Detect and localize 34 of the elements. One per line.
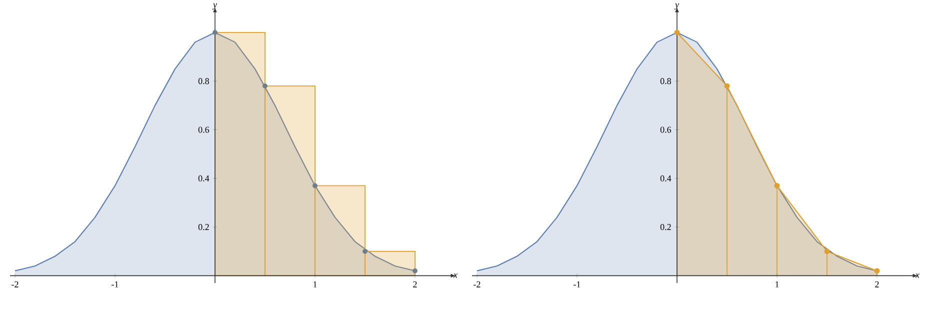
point xyxy=(724,83,730,89)
y-tick-label: 0.2 xyxy=(660,224,671,230)
bar xyxy=(364,250,416,276)
y-tick-label: 0.4 xyxy=(660,175,672,182)
point xyxy=(824,248,830,254)
x-axis-title: x xyxy=(453,274,458,278)
y-tick-label: 0.2 xyxy=(198,224,209,230)
y-tick-label: 0.8 xyxy=(198,78,209,84)
point xyxy=(312,183,318,188)
point xyxy=(774,182,780,188)
y-tick-label: 0.8 xyxy=(660,78,671,84)
x-tick-label: -1 xyxy=(574,281,580,288)
point xyxy=(412,268,418,274)
point xyxy=(674,30,680,36)
x-tick-label: 2 xyxy=(413,281,417,288)
point xyxy=(362,248,368,254)
y-tick-label: 0.4 xyxy=(198,175,210,182)
bar xyxy=(314,185,366,276)
y-axis-title: y xyxy=(674,3,680,10)
x-tick-label: 1 xyxy=(776,281,779,288)
bar xyxy=(264,86,316,276)
x-tick-label: 1 xyxy=(314,281,317,288)
x-tick-label: -2 xyxy=(474,281,480,288)
x-axis-title: x xyxy=(915,274,920,278)
bar xyxy=(214,32,266,276)
y-tick-label: 0.6 xyxy=(660,126,672,133)
y-tick-label: 0.6 xyxy=(198,126,210,133)
x-tick-label: -1 xyxy=(112,281,118,288)
point xyxy=(212,30,218,35)
point xyxy=(262,83,268,88)
x-tick-label: 2 xyxy=(875,281,879,288)
x-tick-label: -2 xyxy=(12,281,18,288)
point xyxy=(874,268,880,274)
y-axis-title: y xyxy=(212,3,218,10)
